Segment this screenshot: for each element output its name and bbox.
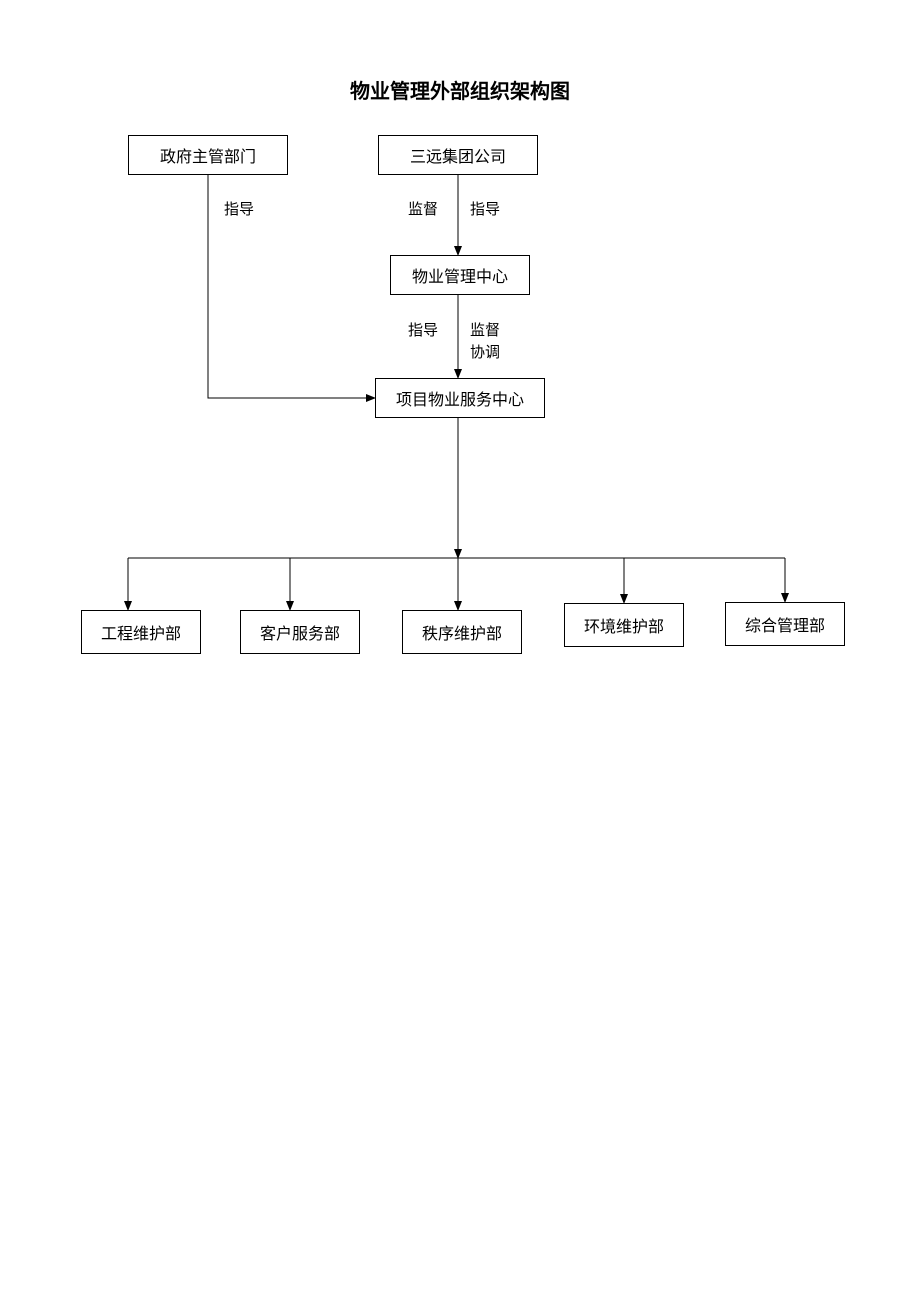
edge-label: 指导 <box>470 198 500 219</box>
node-label: 秩序维护部 <box>422 620 502 644</box>
node-label: 综合管理部 <box>745 612 825 636</box>
node-label: 项目物业服务中心 <box>396 386 524 410</box>
edge-label: 监督 <box>470 319 500 340</box>
node-gov: 政府主管部门 <box>128 135 288 175</box>
node-label: 物业管理中心 <box>412 263 508 287</box>
node-dept4: 环境维护部 <box>564 603 684 647</box>
node-dept5: 综合管理部 <box>725 602 845 646</box>
node-group: 三远集团公司 <box>378 135 538 175</box>
edge-label: 指导 <box>224 198 254 219</box>
node-label: 客户服务部 <box>260 620 340 644</box>
node-dept2: 客户服务部 <box>240 610 360 654</box>
page-title: 物业管理外部组织架构图 <box>310 75 610 104</box>
node-project: 项目物业服务中心 <box>375 378 545 418</box>
node-label: 工程维护部 <box>101 620 181 644</box>
node-label: 政府主管部门 <box>160 143 256 167</box>
edge-label: 指导 <box>408 319 438 340</box>
node-dept3: 秩序维护部 <box>402 610 522 654</box>
node-dept1: 工程维护部 <box>81 610 201 654</box>
edge-label: 监督 <box>408 198 438 219</box>
node-center: 物业管理中心 <box>390 255 530 295</box>
node-label: 环境维护部 <box>584 613 664 637</box>
edge-label: 协调 <box>470 341 500 362</box>
node-label: 三远集团公司 <box>410 143 506 167</box>
